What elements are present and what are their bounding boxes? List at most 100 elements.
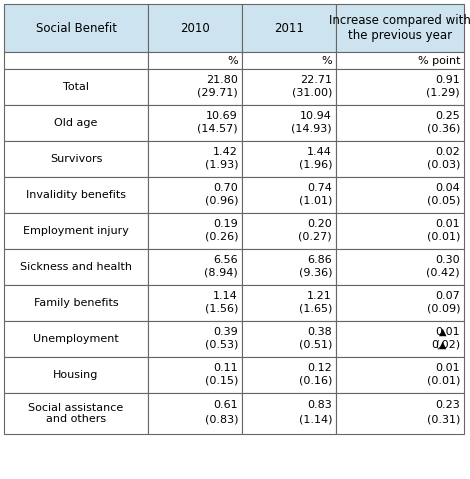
Text: (1.56): (1.56) xyxy=(204,303,238,313)
Text: %: % xyxy=(321,56,332,66)
Bar xyxy=(336,52,464,69)
Text: 1.14: 1.14 xyxy=(213,291,238,301)
Text: Sickness and health: Sickness and health xyxy=(20,262,132,272)
Bar xyxy=(242,285,336,321)
Bar xyxy=(242,4,336,52)
Bar xyxy=(4,4,148,52)
Text: ▲: ▲ xyxy=(439,327,446,337)
Text: 0.30: 0.30 xyxy=(435,255,460,265)
Text: (0.27): (0.27) xyxy=(298,231,332,241)
Bar xyxy=(4,357,148,393)
Bar xyxy=(4,321,148,357)
Bar xyxy=(148,393,242,434)
Text: (▲: (▲ xyxy=(435,340,446,349)
Text: (1.29): (1.29) xyxy=(426,87,460,97)
Bar xyxy=(148,141,242,177)
Bar xyxy=(336,69,464,105)
Bar xyxy=(148,105,242,141)
Bar xyxy=(242,249,336,285)
Bar xyxy=(336,4,464,52)
Bar xyxy=(4,69,148,105)
Text: 0.02): 0.02) xyxy=(431,340,460,349)
Text: 0.74: 0.74 xyxy=(307,183,332,193)
Text: (1.14): (1.14) xyxy=(298,415,332,425)
Text: 0.25: 0.25 xyxy=(435,111,460,121)
Text: (0.83): (0.83) xyxy=(204,415,238,425)
Text: 0.38: 0.38 xyxy=(307,327,332,337)
Text: (9.36): (9.36) xyxy=(298,267,332,277)
Text: 0.01: 0.01 xyxy=(435,327,460,337)
Text: 21.80: 21.80 xyxy=(206,75,238,85)
Text: Housing: Housing xyxy=(53,370,99,380)
Text: (0.36): (0.36) xyxy=(427,124,460,133)
Text: 0.04: 0.04 xyxy=(435,183,460,193)
Text: (0.16): (0.16) xyxy=(298,376,332,386)
Text: Employment injury: Employment injury xyxy=(23,226,129,236)
Text: Survivors: Survivors xyxy=(50,154,102,164)
Text: 0.61: 0.61 xyxy=(213,400,238,411)
Bar xyxy=(148,285,242,321)
Text: 10.94: 10.94 xyxy=(300,111,332,121)
Text: Increase compared with
the previous year: Increase compared with the previous year xyxy=(329,14,470,42)
Text: 0.02: 0.02 xyxy=(435,147,460,157)
Bar xyxy=(242,105,336,141)
Text: Total: Total xyxy=(63,82,89,92)
Text: 0.12: 0.12 xyxy=(307,363,332,373)
Bar xyxy=(148,4,242,52)
Text: Social assistance
and others: Social assistance and others xyxy=(28,403,124,424)
Text: (0.03): (0.03) xyxy=(427,160,460,170)
Text: 1.44: 1.44 xyxy=(307,147,332,157)
Text: 0.07: 0.07 xyxy=(435,291,460,301)
Text: 0.70: 0.70 xyxy=(213,183,238,193)
Text: 2010: 2010 xyxy=(180,22,210,34)
Text: 0.23: 0.23 xyxy=(435,400,460,411)
Text: (0.31): (0.31) xyxy=(427,415,460,425)
Text: Invalidity benefits: Invalidity benefits xyxy=(26,190,126,200)
Text: (1.01): (1.01) xyxy=(298,195,332,205)
Bar xyxy=(148,69,242,105)
Bar xyxy=(4,285,148,321)
Text: (1.96): (1.96) xyxy=(298,160,332,170)
Bar xyxy=(148,249,242,285)
Bar xyxy=(148,177,242,213)
Text: 2011: 2011 xyxy=(274,22,304,34)
Text: (0.15): (0.15) xyxy=(204,376,238,386)
Text: (0.05): (0.05) xyxy=(427,195,460,205)
Bar xyxy=(336,213,464,249)
Bar xyxy=(4,105,148,141)
Text: Social Benefit: Social Benefit xyxy=(36,22,117,34)
Text: (0.01): (0.01) xyxy=(427,376,460,386)
Bar xyxy=(148,357,242,393)
Bar xyxy=(4,213,148,249)
Text: 0.91: 0.91 xyxy=(435,75,460,85)
Text: 0.20: 0.20 xyxy=(307,219,332,229)
Bar xyxy=(336,249,464,285)
Text: (8.94): (8.94) xyxy=(204,267,238,277)
Text: 0.83: 0.83 xyxy=(307,400,332,411)
Bar xyxy=(148,213,242,249)
Text: (14.57): (14.57) xyxy=(197,124,238,133)
Text: 6.56: 6.56 xyxy=(213,255,238,265)
Bar xyxy=(336,141,464,177)
Text: (1.65): (1.65) xyxy=(298,303,332,313)
Bar xyxy=(336,393,464,434)
Text: (0.01): (0.01) xyxy=(427,231,460,241)
Text: Unemployment: Unemployment xyxy=(33,334,119,344)
Text: 0.01: 0.01 xyxy=(435,219,460,229)
Bar xyxy=(242,52,336,69)
Bar xyxy=(242,69,336,105)
Text: (31.00): (31.00) xyxy=(291,87,332,97)
Text: 1.42: 1.42 xyxy=(213,147,238,157)
Text: Old age: Old age xyxy=(55,118,98,128)
Text: %: % xyxy=(227,56,238,66)
Bar xyxy=(148,321,242,357)
Bar xyxy=(336,321,464,357)
Bar xyxy=(148,52,242,69)
Text: 22.71: 22.71 xyxy=(300,75,332,85)
Bar xyxy=(242,213,336,249)
Text: % point: % point xyxy=(417,56,460,66)
Bar xyxy=(336,285,464,321)
Bar xyxy=(4,177,148,213)
Bar xyxy=(4,141,148,177)
Text: (0.26): (0.26) xyxy=(204,231,238,241)
